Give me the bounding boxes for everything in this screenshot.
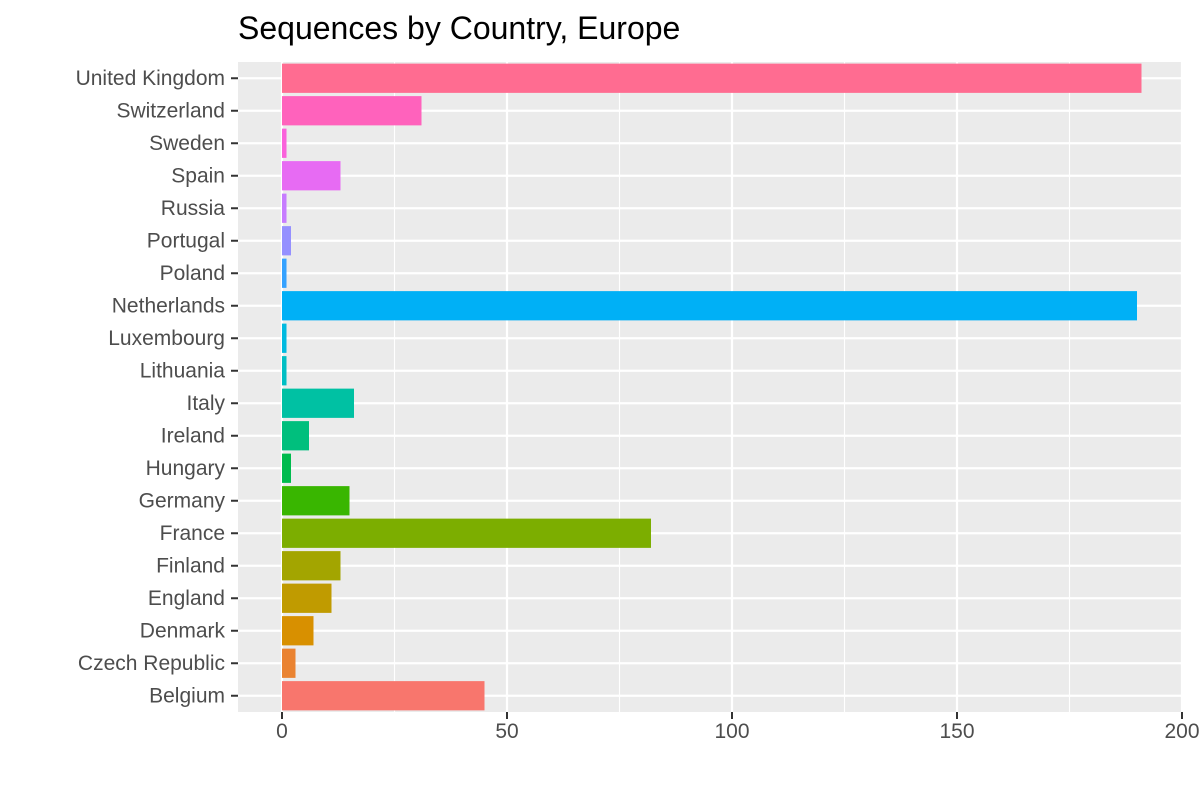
y-tick-label: Russia (161, 197, 226, 220)
y-tick-label: Finland (156, 554, 225, 577)
y-tick-label: Czech Republic (78, 652, 225, 675)
bar-lithuania (282, 356, 287, 386)
bar-luxembourg (282, 323, 287, 353)
bar-spain (282, 161, 341, 191)
bar-england (282, 583, 332, 613)
x-tick-label: 50 (495, 720, 518, 743)
y-axis: Belgium Czech Republic Denmark England Finla… (76, 67, 238, 707)
bar-ireland (282, 421, 309, 451)
x-tick-label: 100 (714, 720, 749, 743)
bar-united-kingdom (282, 63, 1142, 93)
y-tick-label: Luxembourg (108, 327, 225, 350)
y-tick-label: Lithuania (140, 359, 226, 382)
y-tick-label: Belgium (149, 684, 225, 707)
y-tick-label: Hungary (146, 457, 226, 480)
bar-france (282, 518, 651, 548)
y-tick-label: France (160, 522, 225, 545)
bar-italy (282, 388, 354, 418)
minor-gridlines (393, 62, 1071, 712)
y-tick-label: Poland (160, 262, 225, 285)
y-tick-label: Portugal (147, 229, 225, 252)
y-tick-label: Italy (186, 392, 225, 415)
bar-switzerland (282, 96, 422, 126)
y-tick-label: England (148, 587, 225, 610)
x-tick-label: 150 (939, 720, 974, 743)
bar-belgium (282, 681, 485, 711)
bar-portugal (282, 226, 291, 256)
bar-hungary (282, 453, 291, 483)
y-tick-label: Switzerland (116, 99, 225, 122)
bar-czech-republic (282, 648, 296, 678)
y-tick-label: Sweden (149, 132, 225, 155)
bar-poland (282, 258, 287, 288)
bar-netherlands (282, 291, 1137, 321)
plot-panel (238, 62, 1183, 712)
bar-sweden (282, 128, 287, 158)
bar-denmark (282, 616, 314, 646)
x-axis: 0 50 100 150 200 (276, 712, 1200, 743)
x-tick-label: 0 (276, 720, 288, 743)
y-tick-label: Germany (139, 489, 226, 512)
y-tick-label: Spain (171, 164, 225, 187)
y-tick-label: Denmark (140, 619, 226, 642)
bar-finland (282, 551, 341, 581)
y-tick-label: United Kingdom (76, 67, 225, 90)
bars (282, 63, 1142, 711)
x-tick-label: 200 (1164, 720, 1199, 743)
bar-russia (282, 193, 287, 223)
bar-germany (282, 486, 350, 516)
chart-title: Sequences by Country, Europe (238, 10, 681, 46)
y-tick-label: Netherlands (112, 294, 225, 317)
y-tick-label: Ireland (161, 424, 225, 447)
